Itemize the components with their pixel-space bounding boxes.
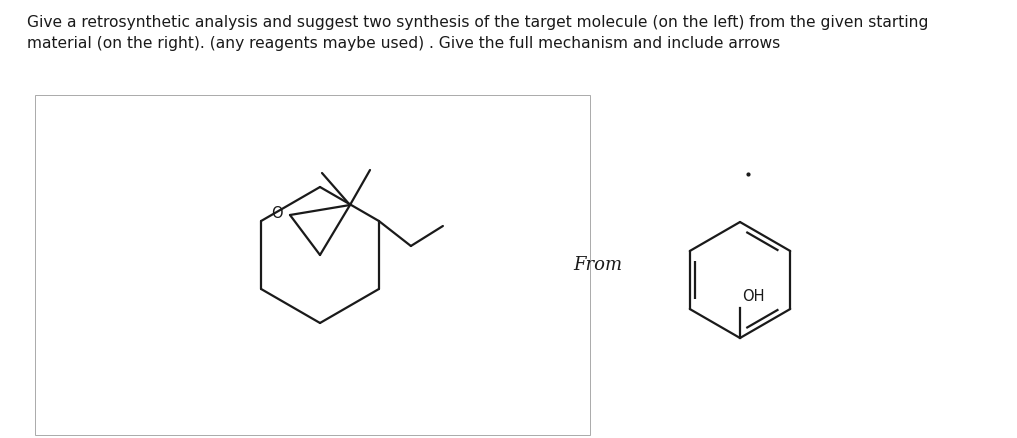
Text: O: O (272, 205, 283, 220)
Text: material (on the right). (any reagents maybe used) . Give the full mechanism and: material (on the right). (any reagents m… (27, 36, 780, 51)
Text: OH: OH (742, 289, 765, 304)
Text: Give a retrosynthetic analysis and suggest two synthesis of the target molecule : Give a retrosynthetic analysis and sugge… (27, 15, 929, 30)
Text: From: From (574, 256, 622, 274)
Bar (35, 95, 590, 435)
